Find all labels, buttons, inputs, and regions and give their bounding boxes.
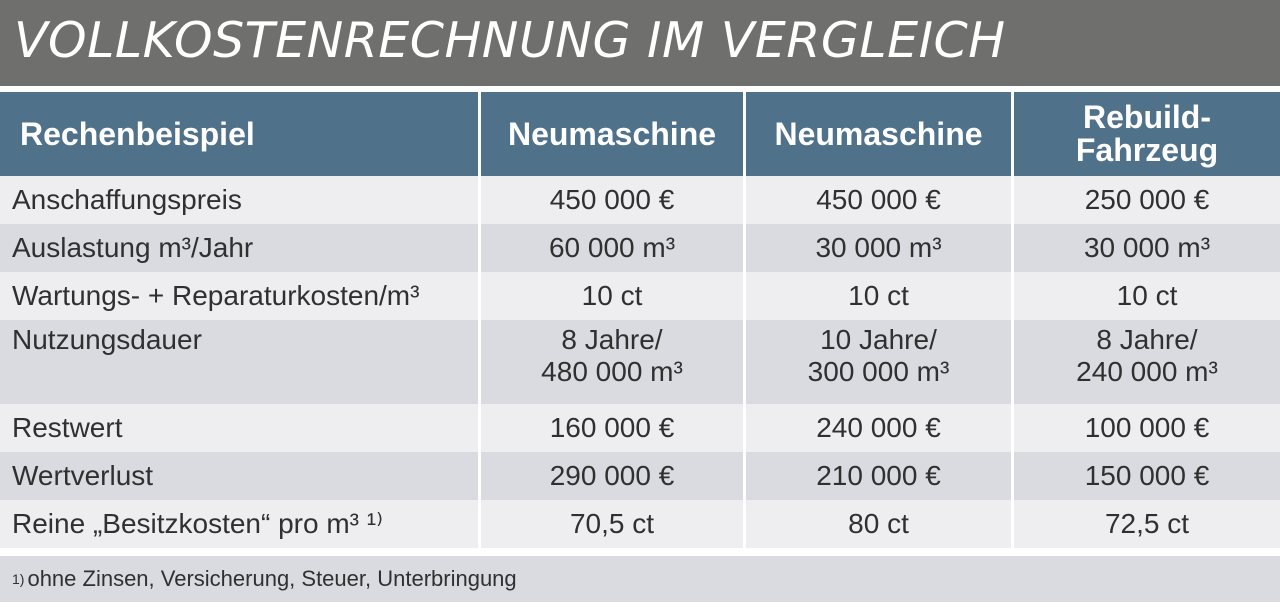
row-label: Auslastung m³/Jahr	[0, 224, 478, 272]
header-cell-rechenbeispiel: Rechenbeispiel	[0, 92, 478, 176]
row-label: Wertverlust	[0, 452, 478, 500]
table-cell: 100 000 €	[1014, 404, 1280, 452]
table-cell: 250 000 €	[1014, 176, 1280, 224]
table-cell: 10 ct	[481, 272, 743, 320]
table-cell: 160 000 €	[481, 404, 743, 452]
table-cell: 10 ct	[746, 272, 1011, 320]
page-title: VOLLKOSTENRECHNUNG IM VERGLEICH	[14, 12, 1006, 69]
table-cell: 72,5 ct	[1014, 500, 1280, 548]
table-cell: 240 000 €	[746, 404, 1011, 452]
table-row: Anschaffungspreis 450 000 € 450 000 € 25…	[0, 176, 1280, 224]
row-label: Anschaffungspreis	[0, 176, 478, 224]
table-cell: 8 Jahre/ 480 000 m³	[481, 320, 743, 404]
table-row: Reine „Besitzkosten“ pro m³ ¹⁾ 70,5 ct 8…	[0, 500, 1280, 548]
table-cell: 8 Jahre/ 240 000 m³	[1014, 320, 1280, 404]
table-cell: 70,5 ct	[481, 500, 743, 548]
table-cell: 30 000 m³	[746, 224, 1011, 272]
footnote: 1) ohne Zinsen, Versicherung, Steuer, Un…	[0, 556, 1280, 602]
table-cell: 30 000 m³	[1014, 224, 1280, 272]
table-cell: 80 ct	[746, 500, 1011, 548]
table-cell: 150 000 €	[1014, 452, 1280, 500]
table-row: Restwert 160 000 € 240 000 € 100 000 €	[0, 404, 1280, 452]
table-row: Wartungs- + Reparaturkosten/m³ 10 ct 10 …	[0, 272, 1280, 320]
footnote-marker: 1)	[12, 571, 25, 587]
row-label: Restwert	[0, 404, 478, 452]
table-cell: 450 000 €	[746, 176, 1011, 224]
table-header-row: Rechenbeispiel Neumaschine Neumaschine R…	[0, 92, 1280, 176]
table-row: Wertverlust 290 000 € 210 000 € 150 000 …	[0, 452, 1280, 500]
title-bar: VOLLKOSTENRECHNUNG IM VERGLEICH	[0, 0, 1280, 86]
table-cell: 60 000 m³	[481, 224, 743, 272]
table-row: Auslastung m³/Jahr 60 000 m³ 30 000 m³ 3…	[0, 224, 1280, 272]
header-cell-neumaschine-2: Neumaschine	[746, 92, 1011, 176]
table-row: Nutzungsdauer 8 Jahre/ 480 000 m³ 10 Jah…	[0, 320, 1280, 404]
table-cell: 290 000 €	[481, 452, 743, 500]
footnote-text: ohne Zinsen, Versicherung, Steuer, Unter…	[27, 566, 517, 591]
comparison-table: Rechenbeispiel Neumaschine Neumaschine R…	[0, 92, 1280, 548]
row-label: Wartungs- + Reparaturkosten/m³	[0, 272, 478, 320]
header-cell-rebuild-fahrzeug: Rebuild- Fahrzeug	[1014, 92, 1280, 176]
row-label: Nutzungsdauer	[0, 320, 478, 404]
row-label: Reine „Besitzkosten“ pro m³ ¹⁾	[0, 500, 478, 548]
table-cell: 10 Jahre/ 300 000 m³	[746, 320, 1011, 404]
table-cell: 210 000 €	[746, 452, 1011, 500]
header-cell-neumaschine-1: Neumaschine	[481, 92, 743, 176]
table-cell: 10 ct	[1014, 272, 1280, 320]
table-cell: 450 000 €	[481, 176, 743, 224]
